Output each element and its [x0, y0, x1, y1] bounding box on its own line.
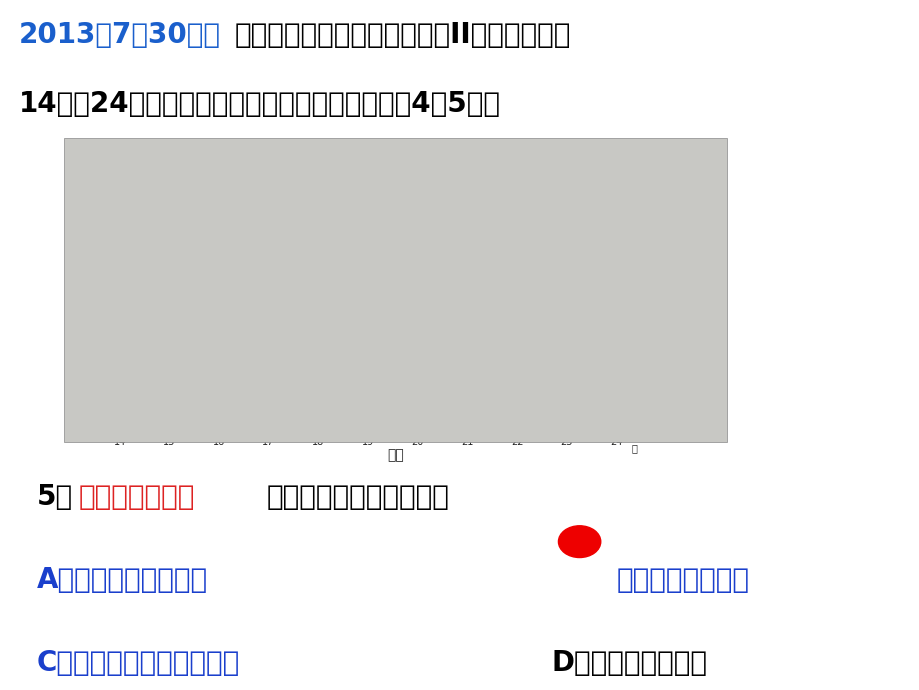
Text: 水平气压梯度增大: 水平气压梯度增大	[616, 566, 749, 594]
Text: 2013且7月30日，: 2013且7月30日，	[18, 21, 221, 49]
Text: D　大气逆辐射减弱: D 大气逆辐射减弱	[551, 649, 708, 677]
Y-axis label: 气温/℃: 气温/℃	[85, 284, 96, 310]
Text: 气压/hPa: 气压/hPa	[679, 150, 711, 160]
Text: 14时－24时气温、气压随时间的变化，据些完成4－5题。: 14时－24时气温、气压随时间的变化，据些完成4－5题。	[18, 90, 500, 118]
Text: A．气温水平差异减小: A．气温水平差异减小	[37, 566, 208, 594]
Text: 与正常情况相比: 与正常情况相比	[78, 483, 194, 511]
Text: 图１: 图１	[387, 448, 403, 462]
Legend: 气温, 气压: 气温, 气压	[646, 266, 705, 301]
Text: 5、: 5、	[37, 483, 73, 511]
Text: C．地面吸收太阳辐射增多: C．地面吸收太阳辐射增多	[37, 649, 240, 677]
Text: 时: 时	[630, 444, 637, 453]
Text: ，强沙尘暴经过时，该地: ，强沙尘暴经过时，该地	[267, 483, 449, 511]
Text: 我国西北某地出出沙尘暴，图ⅠI示意该地当日: 我国西北某地出出沙尘暴，图ⅠI示意该地当日	[234, 21, 571, 49]
